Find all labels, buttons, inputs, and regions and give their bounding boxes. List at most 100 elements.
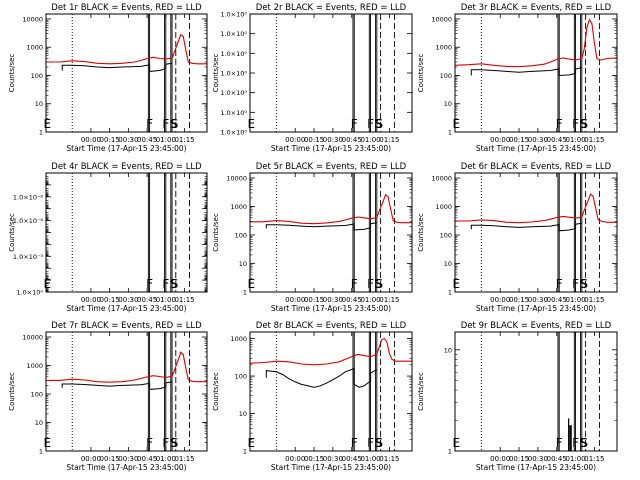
x-tick-label: 00:15 — [509, 455, 529, 463]
marker-label: E — [247, 117, 255, 131]
x-axis-label: Start Time (17-Apr-15 23:45:00) — [271, 304, 391, 313]
marker-label: F — [351, 117, 358, 131]
x-tick-label: 00:00 — [81, 136, 101, 144]
y-tick-label: 1.0×10⁰ — [220, 11, 247, 19]
y-tick-label: 1.0×10⁰ — [220, 109, 247, 117]
y-tick-label: 100 — [31, 72, 43, 80]
marker-label: F — [556, 117, 563, 131]
y-tick-label: 1.0×10⁻⁶ — [13, 217, 43, 225]
x-tick-label: 00:30 — [528, 296, 548, 304]
marker-label: S — [579, 436, 587, 450]
x-axis-label: Start Time (17-Apr-15 23:45:00) — [271, 144, 391, 153]
x-tick-label: 01:00 — [565, 136, 585, 144]
x-tick-label: 00:30 — [118, 296, 138, 304]
plot-frame — [249, 13, 413, 133]
marker-label: F — [146, 277, 153, 291]
x-tick-label: 00:45 — [342, 455, 362, 463]
marker-label: S — [169, 117, 177, 131]
marker-label: E — [452, 277, 460, 291]
x-tick-label: 00:00 — [285, 136, 305, 144]
x-tick-label: 00:45 — [547, 296, 567, 304]
marker-label: S — [579, 117, 587, 131]
marker-label: F — [146, 436, 153, 450]
y-tick-label: 10000 — [22, 15, 43, 23]
x-tick-label: 00:15 — [100, 296, 120, 304]
y-axis-label: Counts/sec — [417, 372, 425, 411]
lld-series-line — [250, 193, 412, 225]
x-tick-label: 00:30 — [118, 136, 138, 144]
y-axis-label: Counts/sec — [8, 54, 16, 93]
y-tick-label: 1 — [39, 448, 43, 456]
y-tick-label: 1 — [448, 448, 452, 456]
plot-frame — [454, 172, 618, 293]
x-tick-label: 00:45 — [137, 296, 157, 304]
marker-label: S — [171, 436, 179, 450]
y-tick-label: 100 — [440, 72, 452, 80]
y-tick-label: 1000 — [230, 203, 247, 211]
x-tick-label: 00:15 — [100, 136, 120, 144]
marker-label: E — [452, 436, 460, 450]
y-tick-label: 1.0×10⁰ — [220, 30, 247, 38]
marker-label: F — [367, 117, 374, 131]
x-tick-label: 00:00 — [490, 136, 510, 144]
y-axis-label: Counts/sec — [212, 372, 220, 411]
marker-label: S — [374, 117, 382, 131]
x-axis-label: Start Time (17-Apr-15 23:45:00) — [476, 144, 596, 153]
marker-label: F — [572, 117, 579, 131]
y-tick-label: 100 — [31, 391, 43, 399]
y-axis-label: Counts/sec — [212, 54, 220, 93]
x-tick-label: 00:15 — [304, 136, 324, 144]
y-tick-label: 10000 — [431, 175, 452, 183]
events-series-line — [470, 67, 582, 77]
marker-label: S — [374, 436, 382, 450]
plot-frame — [454, 331, 618, 452]
y-tick-label: 1.0×10⁰ — [220, 89, 247, 97]
marker-label: F — [572, 277, 579, 291]
series-group — [455, 18, 617, 77]
x-tick-label: 00:45 — [342, 296, 362, 304]
marker-label: S — [376, 277, 384, 291]
y-tick-label: 10 — [35, 100, 43, 108]
x-tick-label: 01:15 — [174, 296, 194, 304]
chart-panel-5: Det 5r BLACK = Events, RED = LLD Counts/s… — [212, 162, 413, 313]
marker-label: S — [581, 436, 589, 450]
x-tick-label: 00:30 — [528, 455, 548, 463]
x-tick-label: 00:15 — [100, 455, 120, 463]
events-series-line — [470, 222, 582, 232]
y-tick-label: 1.0×10⁰ — [220, 50, 247, 58]
x-tick-label: 00:00 — [81, 296, 101, 304]
marker-label: E — [43, 117, 51, 131]
lld-series-line — [46, 351, 207, 383]
x-tick-label: 00:30 — [528, 136, 548, 144]
y-axis-label: Counts/sec — [8, 213, 16, 252]
chart-panel-4: Det 4r BLACK = Events, RED = LLD Counts/s… — [8, 162, 208, 313]
chart-title: Det 1r BLACK = Events, RED = LLD — [51, 3, 202, 13]
y-tick-label: 1000 — [26, 362, 43, 370]
marker-label: S — [376, 436, 384, 450]
chart-title: Det 5r BLACK = Events, RED = LLD — [256, 162, 407, 172]
x-tick-label: 01:00 — [565, 296, 585, 304]
marker-label: S — [169, 277, 177, 291]
plot-frame — [45, 331, 208, 452]
y-tick-label: 10000 — [226, 175, 247, 183]
plot-frame — [249, 172, 413, 293]
marker-label: S — [579, 277, 587, 291]
marker-label: F — [351, 277, 358, 291]
x-axis-label: Start Time (17-Apr-15 23:45:00) — [66, 304, 186, 313]
y-tick-label: 10 — [35, 419, 43, 427]
y-axis-label: Counts/sec — [417, 213, 425, 252]
plot-frame — [45, 13, 208, 133]
x-tick-label: 00:15 — [304, 455, 324, 463]
series-group — [250, 337, 412, 388]
marker-label: F — [351, 436, 358, 450]
x-tick-label: 01:15 — [174, 136, 194, 144]
y-tick-label: 1 — [243, 448, 247, 456]
y-tick-label: 1 — [448, 289, 452, 297]
x-tick-label: 00:30 — [323, 296, 343, 304]
marker-label: F — [367, 277, 374, 291]
y-axis-label: Counts/sec — [417, 54, 425, 93]
y-tick-label: 10 — [444, 260, 452, 268]
marker-label: S — [376, 117, 384, 131]
chart-panel-8: Det 8r BLACK = Events, RED = LLD Counts/s… — [212, 321, 413, 472]
